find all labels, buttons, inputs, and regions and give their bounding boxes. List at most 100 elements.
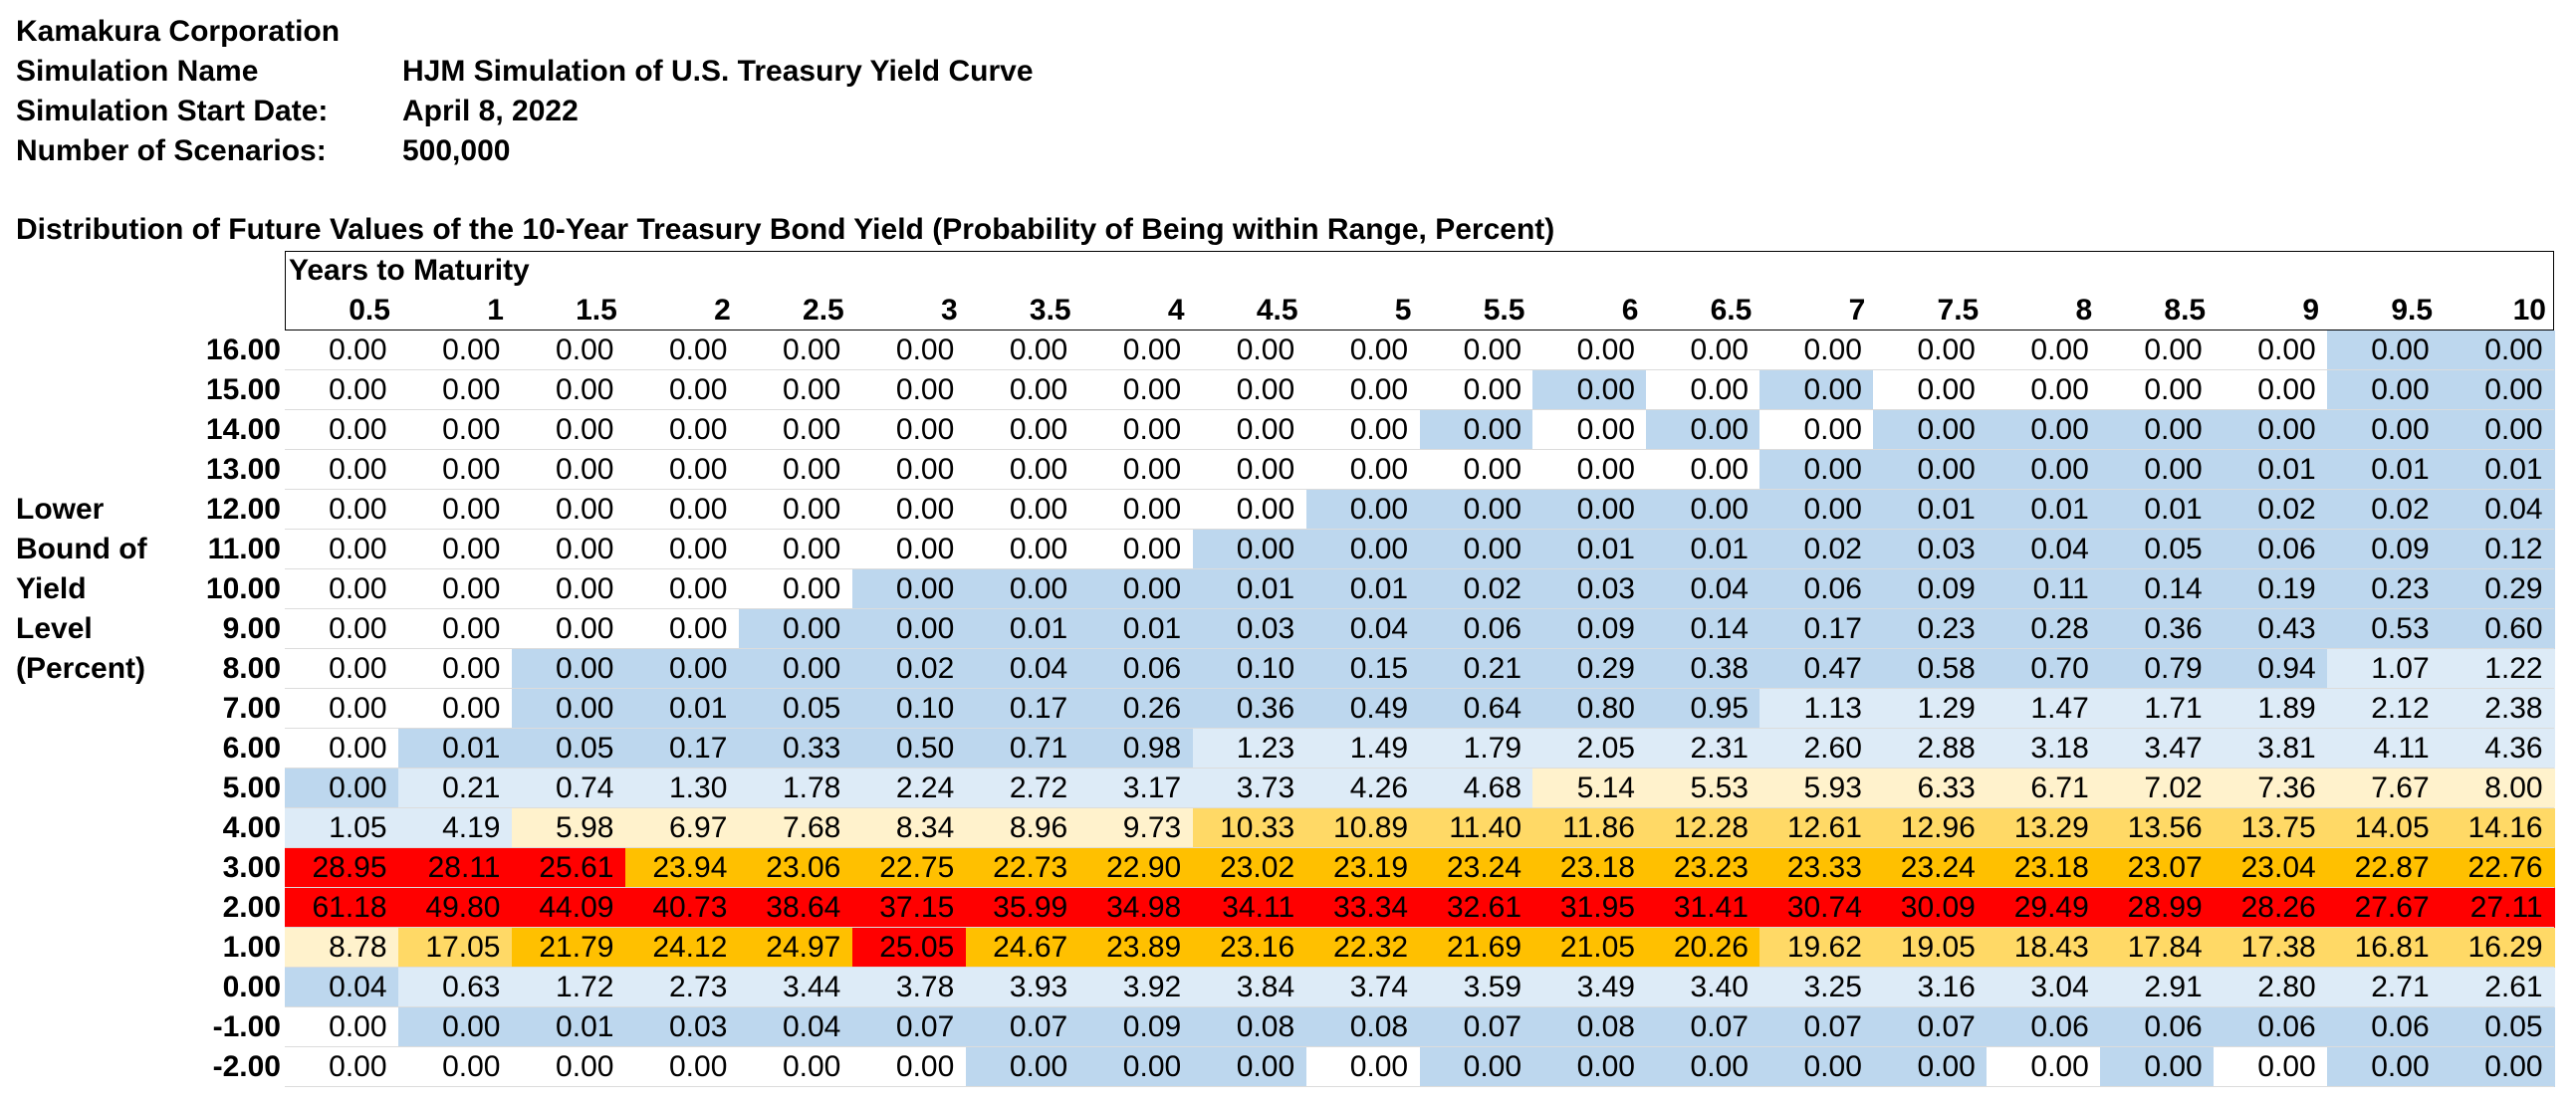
table-cell: 0.04 [1305,609,1421,649]
table-cell: 2.05 [1532,729,1647,769]
table-cell: 0.00 [2214,331,2328,370]
table-cell: 0.09 [1078,1007,1194,1047]
table-cell: 0.00 [1532,370,1647,410]
table-cell: 23.24 [1873,848,1988,888]
table-cell: 5.14 [1532,769,1647,808]
table-cell: 1.78 [738,769,853,808]
row-label: 6.00 [222,732,281,765]
column-header: 10 [2512,294,2546,327]
table-cell: 0.05 [2100,530,2215,569]
table-cell: 0.00 [285,410,399,450]
table-cell: 0.00 [1078,410,1194,450]
table-cell: 0.00 [1759,331,1874,370]
column-header: 7.5 [1937,294,1980,327]
table-cell: 1.72 [511,968,626,1007]
table-cell: 0.00 [285,530,399,569]
table-cell: 0.07 [1419,1007,1534,1047]
table-cell: 0.01 [1987,490,2101,530]
row-divider [285,1046,2554,1047]
table-cell: 0.00 [1987,331,2101,370]
table-cell: 0.47 [1759,649,1874,689]
table-cell: 23.24 [1419,848,1534,888]
table-cell: 13.75 [2214,808,2328,848]
table-cell: 17.84 [2100,928,2215,968]
table-cell: 5.53 [1646,769,1760,808]
table-cell: 0.01 [965,609,1080,649]
table-cell: 0.06 [2327,1007,2442,1047]
table-cell: 0.00 [1419,370,1534,410]
table-cell: 0.63 [397,968,513,1007]
table-cell: 1.07 [2327,649,2442,689]
table-cell: 27.11 [2441,888,2555,928]
table-cell: 0.60 [2441,609,2555,649]
row-divider [285,608,2554,609]
table-cell: 0.00 [738,569,853,609]
table-cell: 0.00 [624,1047,740,1087]
table-cell: 0.00 [1305,530,1421,569]
table-cell: 3.92 [1078,968,1194,1007]
row-divider [285,887,2554,888]
table-cell: 21.69 [1419,928,1534,968]
table-cell: 0.00 [2441,1047,2555,1087]
table-cell: 22.73 [965,848,1080,888]
table-cell: 3.73 [1192,769,1307,808]
table-cell: 0.02 [851,649,967,689]
table-cell: 0.00 [285,649,399,689]
table-cell: 12.61 [1759,808,1874,848]
table-cell: 0.00 [1078,331,1194,370]
column-header: 3.5 [1029,294,1071,327]
table-cell: 0.00 [397,649,513,689]
table-cell: 1.47 [1987,689,2101,729]
table-cell: 0.00 [1532,450,1647,490]
table-cell: 0.00 [1419,410,1534,450]
table-cell: 0.01 [2100,490,2215,530]
table-cell: 0.08 [1192,1007,1307,1047]
column-header: 9 [2302,294,2320,327]
table-cell: 7.02 [2100,769,2215,808]
table-cell: 28.95 [285,848,399,888]
table-cell: 6.97 [624,808,740,848]
table-cell: 37.15 [851,888,967,928]
table-cell: 3.18 [1987,729,2101,769]
table-cell: 3.49 [1532,968,1647,1007]
table-title: Distribution of Future Values of the 10-… [16,213,1555,246]
table-cell: 0.00 [851,410,967,450]
table-cell: 0.21 [397,769,513,808]
table-cell: 4.68 [1419,769,1534,808]
table-cell: 0.00 [965,370,1080,410]
table-cell: 0.00 [1987,1047,2101,1087]
table-cell: 0.53 [2327,609,2442,649]
table-cell: 0.00 [285,569,399,609]
table-cell: 0.00 [1646,331,1760,370]
table-cell: 0.06 [1987,1007,2101,1047]
table-cell: 0.00 [1078,1047,1194,1087]
table-cell: 0.14 [1646,609,1760,649]
table-cell: 0.98 [1078,729,1194,769]
column-header: 6.5 [1710,294,1753,327]
table-cell: 0.43 [2214,609,2328,649]
table-cell: 0.00 [285,450,399,490]
table-cell: 44.09 [511,888,626,928]
table-cell: 0.01 [1305,569,1421,609]
table-cell: 0.01 [1078,609,1194,649]
table-cell: 16.81 [2327,928,2442,968]
table-cell: 1.13 [1759,689,1874,729]
column-header: 7 [1848,294,1866,327]
table-cell: 1.30 [624,769,740,808]
table-cell: 0.04 [285,968,399,1007]
table-cell: 0.00 [1532,410,1647,450]
table-cell: 0.02 [2327,490,2442,530]
row-axis-label-line: Lower [16,493,105,526]
table-cell: 0.02 [2214,490,2328,530]
row-divider [285,927,2554,928]
table-cell: 0.01 [1646,530,1760,569]
table-cell: 0.05 [2441,1007,2555,1047]
table-cell: 0.00 [1759,490,1874,530]
table-cell: 1.29 [1873,689,1988,729]
table-cell: 0.09 [2327,530,2442,569]
table-cell: 0.00 [965,1047,1080,1087]
table-cell: 0.74 [511,769,626,808]
table-cell: 0.00 [1759,450,1874,490]
column-header: 3 [941,294,958,327]
table-cell: 0.00 [1192,450,1307,490]
